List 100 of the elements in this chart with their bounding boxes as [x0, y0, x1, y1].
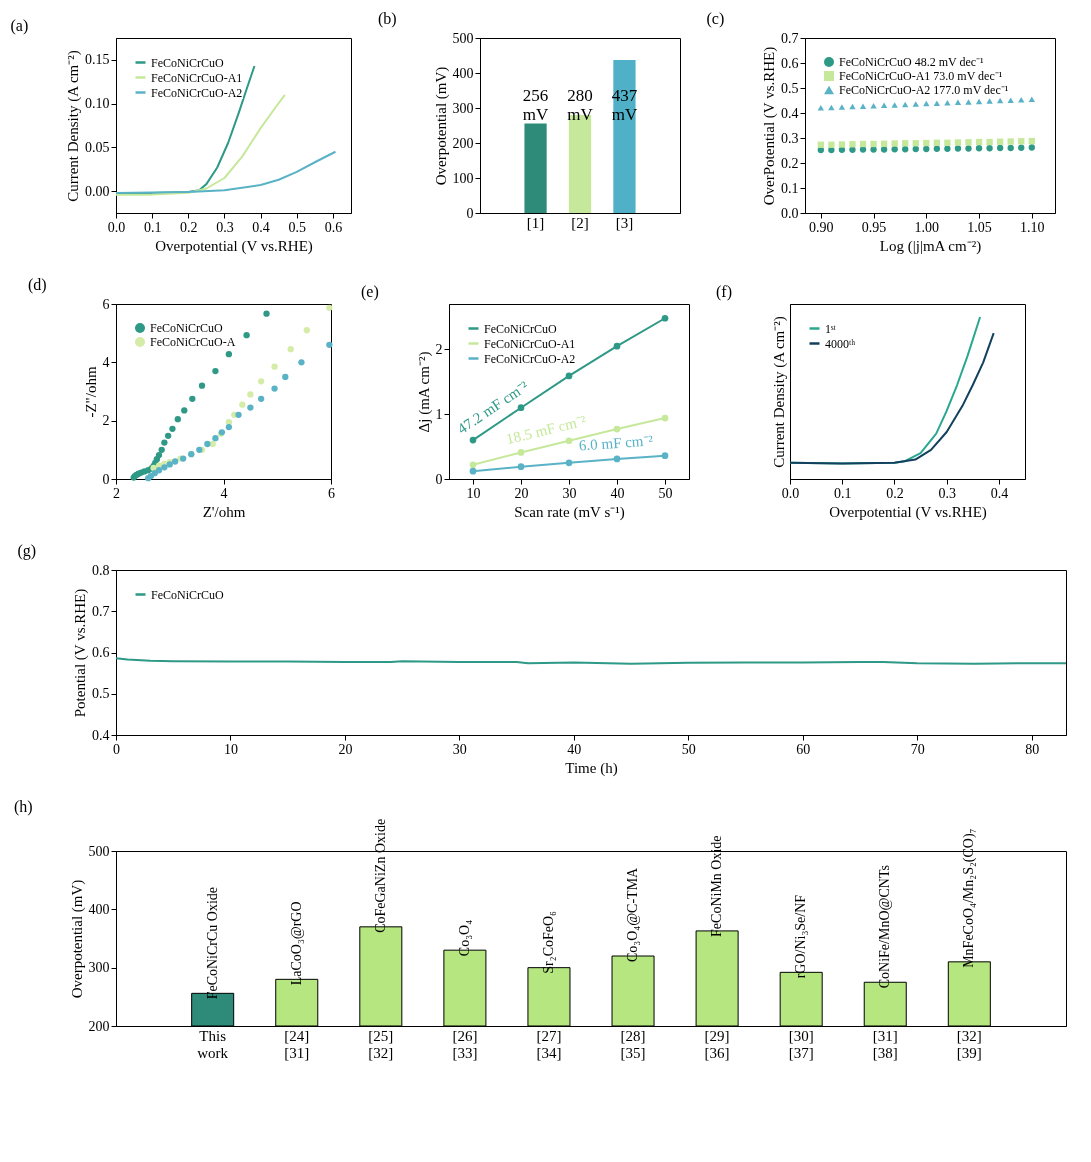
x-tick-label: 10	[223, 741, 238, 757]
point	[902, 101, 909, 108]
point	[933, 145, 941, 152]
point	[880, 140, 888, 147]
legend-label: FeCoNiCrCuO	[150, 321, 224, 335]
point	[212, 367, 219, 375]
x-axis-title: Time (h)	[565, 759, 618, 777]
point	[912, 101, 919, 107]
point	[198, 382, 206, 389]
x-tick-label: 2	[113, 485, 120, 501]
legend-label: FeCoNiCrCuO-A2	[151, 85, 243, 100]
x-tick-label: 1.00	[914, 219, 940, 235]
x-tick-label: 30	[452, 741, 467, 757]
point	[975, 145, 983, 152]
y-tick-label: 100	[452, 170, 474, 186]
point	[859, 140, 867, 148]
point	[517, 449, 525, 456]
point	[975, 138, 983, 146]
x-tick-label: [30] [37]	[788, 1027, 814, 1061]
point	[225, 418, 233, 426]
y-tick-label: 500	[452, 30, 474, 46]
point	[828, 104, 835, 111]
point	[1018, 144, 1025, 151]
x-tick-label: 0.95	[861, 219, 887, 235]
annotation: MnFeCoO₄/Mn₂S₂(CO)₇	[961, 828, 978, 968]
point	[517, 404, 525, 412]
x-tick-label: 0.6	[324, 219, 343, 235]
y-tick-label: 300	[452, 100, 474, 116]
y-tick-label: 0.6	[781, 55, 799, 71]
point	[247, 391, 254, 398]
annotation: rGO/Ni₃Se/NF	[793, 894, 809, 979]
line-series	[115, 150, 337, 194]
point	[849, 141, 856, 148]
point	[271, 363, 278, 370]
point	[661, 414, 669, 422]
point	[613, 455, 621, 463]
chart-title: (a)	[10, 17, 29, 35]
point	[247, 404, 254, 411]
point	[565, 372, 573, 380]
y-tick-label: 300	[88, 960, 110, 976]
x-tick-label: 0.1	[143, 219, 162, 235]
x-tick-label: 60	[796, 741, 811, 757]
point	[965, 99, 972, 105]
y-axis-title: Current Density (A cm⁻²)	[65, 50, 82, 202]
point	[891, 102, 898, 108]
point	[1007, 138, 1014, 145]
point	[912, 145, 919, 153]
point	[838, 141, 846, 148]
point	[817, 141, 824, 148]
point	[923, 145, 930, 153]
y-tick-label: 400	[452, 65, 474, 81]
x-tick-label: 10	[466, 485, 481, 501]
point	[859, 146, 867, 153]
point	[298, 359, 305, 366]
legend-label: FeCoNiCrCuO	[151, 587, 225, 602]
point	[161, 464, 168, 471]
point	[239, 401, 246, 408]
point	[965, 139, 972, 146]
point	[189, 395, 196, 402]
point	[891, 146, 898, 153]
point	[271, 385, 278, 392]
y-tick-label: 0.00	[85, 183, 110, 199]
y-tick-label: 0.2	[781, 155, 799, 171]
point	[613, 425, 621, 433]
point	[225, 423, 233, 431]
point	[469, 436, 477, 444]
legend-label: FeCoNiCrCuO-A	[150, 335, 236, 349]
point	[1007, 144, 1014, 152]
x-tick-label: 20	[514, 485, 529, 501]
legend-label: FeCoNiCrCuO-A1 73.0 mV dec⁻¹	[839, 69, 1003, 83]
point	[870, 146, 877, 153]
y-axis-title: Overpotential (mV)	[68, 879, 86, 999]
y-axis-title: -Z"/ohm	[82, 366, 99, 418]
legend-label: FeCoNiCrCuO-A2	[484, 351, 576, 366]
point	[902, 146, 909, 153]
annotation: Sr₂CoFeO₆	[540, 910, 556, 974]
chart-title: (c)	[706, 10, 725, 28]
x-tick-label: 0	[113, 741, 120, 757]
point	[986, 98, 993, 104]
point	[859, 103, 867, 109]
y-tick-label: 0.1	[781, 180, 799, 196]
x-axis-title: Log (|j|mA cm⁻²)	[879, 237, 982, 255]
y-tick-label: 2	[435, 341, 443, 357]
bar	[524, 123, 547, 213]
point	[996, 144, 1004, 152]
y-axis-title: Potential (V vs.RHE)	[72, 588, 89, 718]
point	[975, 98, 983, 105]
point	[326, 304, 333, 311]
x-tick-label: 40	[567, 741, 582, 757]
y-tick-label: 500	[88, 843, 110, 859]
point	[1018, 138, 1025, 145]
y-tick-label: 200	[88, 1018, 110, 1034]
point	[155, 451, 163, 459]
chart-title: (e)	[361, 283, 379, 301]
y-tick-label: 0.7	[92, 603, 110, 619]
y-tick-label: 400	[88, 901, 110, 917]
point	[912, 140, 919, 147]
point	[613, 342, 621, 350]
x-axis-title: Z'/ohm	[202, 503, 246, 520]
point	[902, 140, 909, 147]
